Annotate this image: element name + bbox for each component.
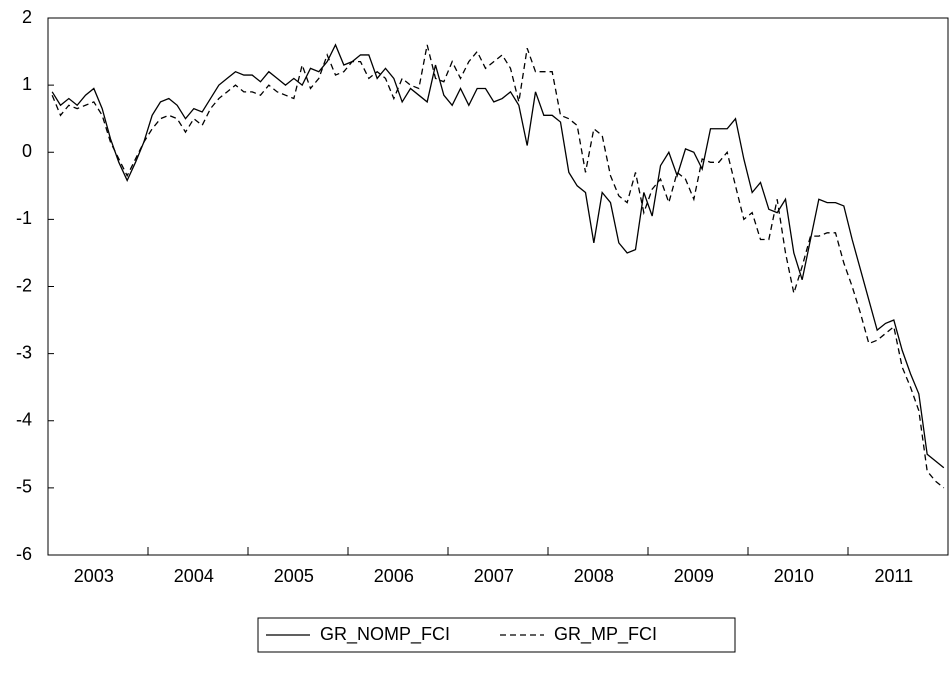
y-tick-label: 1 [22,74,32,94]
x-tick-label: 2003 [74,566,114,586]
x-tick-label: 2004 [174,566,214,586]
x-tick-label: 2011 [874,566,913,586]
y-tick-label: -5 [16,477,32,497]
y-tick-label: -6 [16,544,32,564]
y-tick-label: 2 [22,7,32,27]
x-tick-label: 2010 [774,566,814,586]
legend-box [257,617,736,653]
x-tick-label: 2006 [374,566,414,586]
plot-frame [47,17,949,556]
series-line [51,44,945,489]
x-tick-label: 2005 [274,566,314,586]
y-tick-label: -3 [16,342,32,362]
x-tick-label: 2007 [474,566,514,586]
y-tick-label: 0 [22,141,32,161]
y-tick-label: -2 [16,275,32,295]
y-tick-label: -4 [16,410,32,430]
y-tick-label: -1 [16,208,32,228]
legend-label: GR_NOMP_FCI [320,624,450,645]
x-tick-label: 2008 [574,566,614,586]
x-tick-label: 2009 [674,566,714,586]
legend-label: GR_MP_FCI [554,624,657,645]
series-line [51,43,945,469]
